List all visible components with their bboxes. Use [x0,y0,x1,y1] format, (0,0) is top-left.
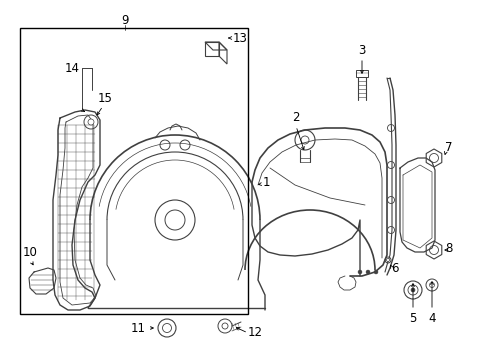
Text: 8: 8 [445,242,452,255]
Text: 9: 9 [121,13,128,27]
Circle shape [428,283,434,288]
Text: 11: 11 [130,321,145,334]
Text: 4: 4 [427,311,435,324]
Circle shape [373,270,377,274]
Circle shape [410,288,414,292]
Bar [204,42,219,56]
Text: 13: 13 [232,31,247,45]
Text: 10: 10 [22,247,38,260]
Text: 14: 14 [64,62,80,75]
Text: 2: 2 [292,112,299,125]
Circle shape [365,270,369,274]
Circle shape [386,258,389,261]
Text: 1: 1 [262,176,269,189]
Bar [355,70,367,77]
Text: 7: 7 [445,141,452,154]
Circle shape [357,270,361,274]
Text: 3: 3 [358,44,365,57]
Circle shape [88,119,94,125]
Text: 6: 6 [390,261,398,274]
Text: 12: 12 [247,327,262,339]
Text: 15: 15 [98,91,112,104]
Text: 5: 5 [408,311,416,324]
Bar [20,28,247,314]
